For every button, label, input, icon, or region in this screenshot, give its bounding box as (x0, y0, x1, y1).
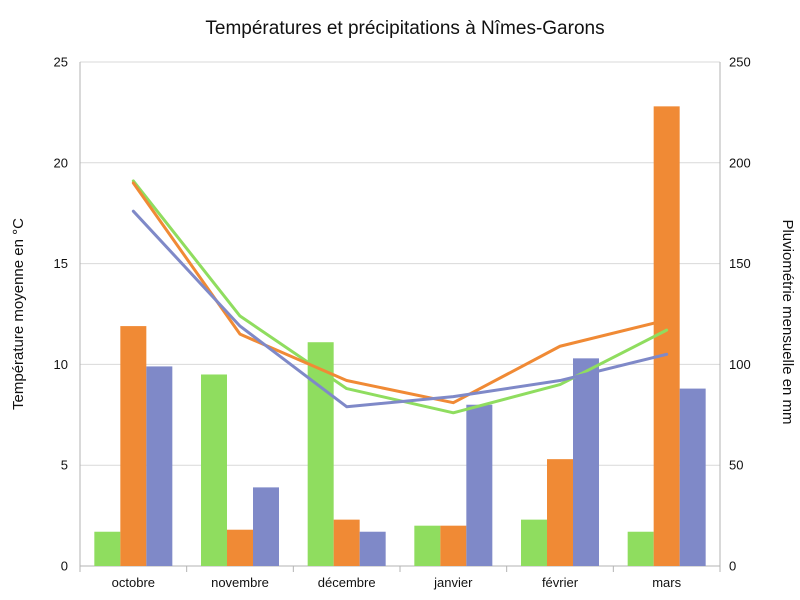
bar (573, 358, 599, 566)
y2-tick-label: 150 (729, 256, 751, 271)
y-tick-label: 15 (54, 256, 68, 271)
y-axis-title: Température moyenne en °C (10, 218, 27, 410)
series-line (131, 209, 669, 409)
bar (333, 519, 360, 566)
chart-title: Températures et précipitations à Nîmes-G… (205, 18, 604, 39)
x-tick-label: janvier (433, 575, 473, 590)
lines (131, 179, 669, 415)
bar (679, 388, 706, 566)
y-tick-label: 5 (61, 458, 68, 473)
y-tick-label: 20 (54, 155, 68, 170)
bar (359, 531, 386, 566)
bar (94, 531, 121, 566)
bar (253, 487, 279, 566)
bars (94, 106, 706, 567)
x-tick-label: février (542, 575, 579, 590)
grid (79, 61, 721, 572)
x-tick-label: décembre (318, 575, 376, 590)
x-tick-label: novembre (211, 575, 269, 590)
bar (120, 326, 147, 566)
bar (440, 525, 467, 566)
bar (627, 531, 654, 566)
y2-axis-title: Pluviométrie mensuelle en mm (779, 219, 796, 424)
bar (146, 366, 173, 566)
y-tick-label: 25 (54, 55, 68, 70)
y2-tick-label: 0 (729, 559, 736, 574)
y2-tick-label: 100 (729, 357, 751, 372)
y2-tick-label: 200 (729, 155, 751, 170)
x-tick-label: mars (652, 575, 681, 590)
bar (547, 459, 573, 566)
bar (201, 374, 227, 566)
y2-tick-label: 50 (729, 458, 743, 473)
bar (521, 519, 547, 566)
bar (466, 404, 493, 566)
bar (414, 525, 441, 566)
x-tick-label: octobre (112, 575, 155, 590)
bar (227, 529, 253, 566)
y2-tick-label: 250 (729, 55, 751, 70)
y-tick-label: 10 (54, 357, 68, 372)
y-tick-label: 0 (61, 559, 68, 574)
